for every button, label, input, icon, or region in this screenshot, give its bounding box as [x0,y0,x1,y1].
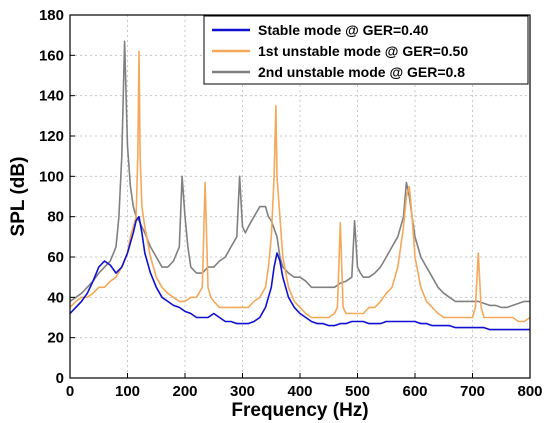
legend-entry: 1st unstable mode @ GER=0.50 [258,43,468,59]
series-line-1 [69,50,531,323]
x-tick-label: 0 [66,383,74,400]
series-lines [69,40,531,331]
y-axis-label: SPL (dB) [8,157,29,237]
y-tick-label: 20 [47,330,64,347]
x-axis-label: Frequency (Hz) [231,400,368,421]
series-line-2 [69,215,530,331]
legend-entry: 2nd unstable mode @ GER=0.8 [258,64,465,80]
x-tick-label: 500 [345,383,370,400]
x-tick-label: 200 [172,383,197,400]
y-tick-label: 80 [47,209,64,226]
axis-ticks: 0 100 200 300 400 500 600 700 800 0 20 40 60 80 100 120… [39,7,543,400]
y-tick-label: 140 [39,88,64,105]
y-tick-label: 0 [56,370,64,387]
legend-entry: Stable mode @ GER=0.40 [258,22,429,38]
x-tick-label: 400 [287,383,312,400]
x-tick-label: 100 [115,383,140,400]
legend-box [203,15,529,85]
x-tick-label: 300 [230,383,255,400]
y-tick-label: 100 [39,168,64,185]
x-tick-label: 800 [517,383,542,400]
y-tick-label: 160 [39,47,64,64]
y-tick-label: 180 [39,7,64,24]
y-tick-label: 120 [39,128,64,145]
x-tick-label: 700 [460,383,485,400]
y-tick-label: 40 [47,289,64,306]
x-tick-label: 600 [402,383,427,400]
y-tick-label: 60 [47,249,64,266]
legend: Stable mode @ GER=0.40 1st unstable mode … [203,15,529,85]
